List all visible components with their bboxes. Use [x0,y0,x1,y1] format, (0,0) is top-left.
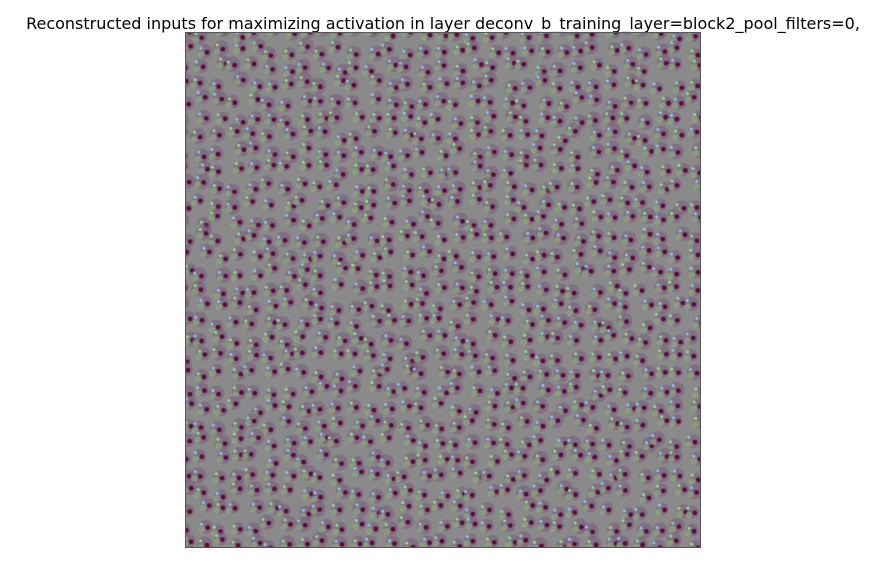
figure-title: Reconstructed inputs for maximizing acti… [26,14,860,33]
reconstructed-input-image [185,32,701,548]
activation-pattern-canvas [186,33,700,547]
